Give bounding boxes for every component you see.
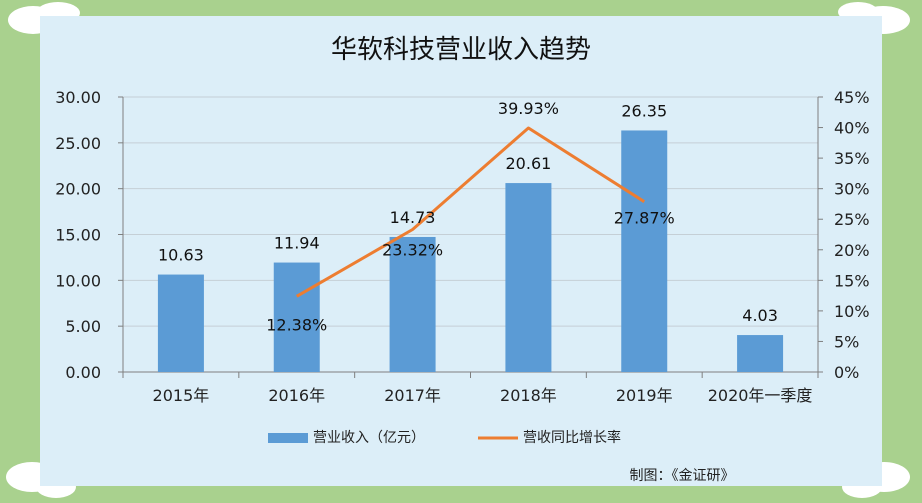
right-axis-tick-label: 40% bbox=[834, 119, 870, 138]
revenue-bar bbox=[621, 130, 668, 372]
right-axis-tick-label: 5% bbox=[834, 332, 859, 351]
right-axis-tick-label: 30% bbox=[834, 180, 870, 199]
left-axis-tick-label: 20.00 bbox=[55, 180, 101, 199]
right-axis-tick-label: 20% bbox=[834, 241, 870, 260]
x-axis-tick-label: 2017年 bbox=[384, 386, 441, 405]
revenue-bar bbox=[737, 335, 784, 372]
x-axis-tick-label: 2020年一季度 bbox=[708, 386, 813, 405]
revenue-data-label: 26.35 bbox=[621, 101, 667, 120]
chart-grid bbox=[123, 96, 818, 327]
chart-title: 华软科技营业收入趋势 bbox=[331, 35, 591, 65]
right-axis-tick-label: 10% bbox=[834, 302, 870, 321]
line-series bbox=[296, 126, 646, 298]
right-axis-tick-label: 35% bbox=[834, 149, 870, 168]
legend-swatch-revenue bbox=[268, 433, 308, 443]
growth-rate-data-label: 12.38% bbox=[266, 315, 327, 334]
left-axis-tick-label: 10.00 bbox=[55, 271, 101, 290]
chart-credit: 制图：《金证研》 bbox=[630, 468, 735, 484]
data-labels: 10.63 11.94 14.73 20.61 26.35 4.03 12.38% 23.32… bbox=[158, 99, 778, 334]
bar-series bbox=[157, 130, 784, 372]
right-axis-tick-label: 25% bbox=[834, 210, 870, 229]
growth-rate-line bbox=[296, 126, 646, 298]
growth-rate-data-label: 27.87% bbox=[614, 209, 675, 228]
revenue-data-label: 14.73 bbox=[390, 208, 436, 227]
legend-label-growth: 营收同比增长率 bbox=[523, 429, 621, 446]
x-axis-tick-label: 2016年 bbox=[268, 386, 325, 405]
revenue-bar bbox=[157, 274, 204, 372]
chart-axes: 0.00 5.00 10.00 15.00 20.00 25.00 30.00 0% 5% 10%… bbox=[55, 88, 869, 405]
revenue-bar bbox=[273, 262, 320, 372]
left-axis-tick-label: 5.00 bbox=[65, 317, 101, 336]
legend: 营业收入（亿元） 营收同比增长率 bbox=[268, 429, 621, 446]
x-axis-tick-label: 2018年 bbox=[500, 386, 557, 405]
revenue-data-label: 20.61 bbox=[506, 154, 552, 173]
left-axis-tick-label: 15.00 bbox=[55, 226, 101, 245]
x-axis-tick-label: 2015年 bbox=[153, 386, 210, 405]
left-axis-tick-label: 30.00 bbox=[55, 88, 101, 107]
legend-label-revenue: 营业收入（亿元） bbox=[313, 430, 425, 446]
revenue-data-label: 11.94 bbox=[274, 234, 320, 253]
revenue-data-label: 4.03 bbox=[742, 306, 778, 325]
revenue-data-label: 10.63 bbox=[158, 246, 204, 265]
right-axis-tick-label: 0% bbox=[834, 363, 859, 382]
revenue-bar bbox=[389, 236, 436, 372]
growth-rate-data-label: 39.93% bbox=[498, 99, 559, 118]
left-axis-tick-label: 0.00 bbox=[65, 363, 101, 382]
left-axis-tick-label: 25.00 bbox=[55, 134, 101, 153]
growth-rate-data-label: 23.32% bbox=[382, 240, 443, 259]
revenue-bar bbox=[505, 183, 552, 372]
chart-panel bbox=[40, 16, 882, 486]
right-axis-tick-label: 15% bbox=[834, 271, 870, 290]
right-axis-tick-label: 45% bbox=[834, 88, 870, 107]
x-axis-tick-label: 2019年 bbox=[616, 386, 673, 405]
